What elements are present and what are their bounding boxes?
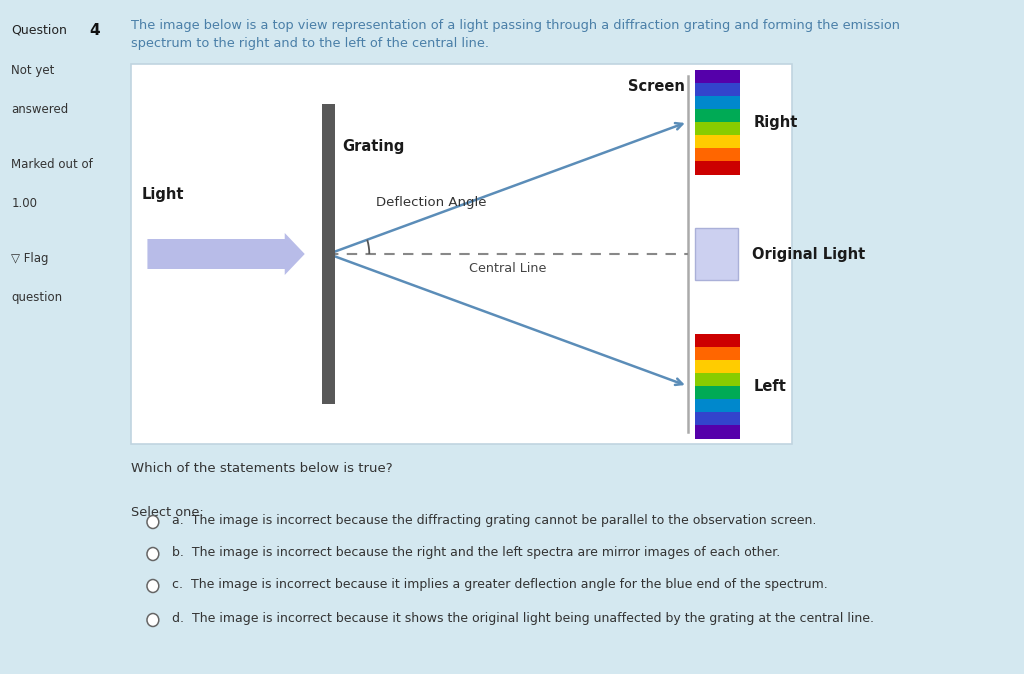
Bar: [695, 122, 740, 135]
Text: Not yet: Not yet: [11, 64, 55, 77]
Bar: [695, 228, 738, 280]
Text: Central Line: Central Line: [469, 262, 547, 275]
Bar: [695, 109, 740, 122]
Text: Question: Question: [11, 24, 68, 36]
Bar: [322, 104, 335, 404]
Text: Left: Left: [754, 379, 786, 394]
Text: c.  The image is incorrect because it implies a greater deflection angle for the: c. The image is incorrect because it imp…: [172, 578, 827, 591]
Bar: [695, 83, 740, 96]
Bar: [695, 96, 740, 109]
Bar: [695, 148, 740, 161]
FancyArrow shape: [147, 233, 305, 275]
Text: Select one:: Select one:: [131, 506, 204, 519]
Bar: [695, 386, 740, 399]
Circle shape: [147, 580, 159, 592]
Bar: [695, 360, 740, 373]
Text: Right: Right: [754, 115, 799, 129]
Bar: [695, 346, 740, 360]
Bar: [695, 334, 740, 346]
Bar: [695, 373, 740, 386]
FancyBboxPatch shape: [131, 64, 793, 444]
Bar: [695, 161, 740, 175]
Text: a.  The image is incorrect because the diffracting grating cannot be parallel to: a. The image is incorrect because the di…: [172, 514, 816, 527]
Bar: [695, 135, 740, 148]
Text: question: question: [11, 290, 62, 304]
Bar: [695, 69, 740, 83]
Text: Original Light: Original Light: [752, 247, 865, 262]
Text: Grating: Grating: [342, 139, 404, 154]
Text: Light: Light: [142, 187, 184, 202]
Text: 1.00: 1.00: [11, 197, 38, 210]
Circle shape: [147, 547, 159, 561]
Text: Screen: Screen: [629, 79, 685, 94]
Bar: [695, 412, 740, 425]
Text: ▽ Flag: ▽ Flag: [11, 251, 49, 265]
Text: Deflection Angle: Deflection Angle: [376, 195, 486, 208]
Text: Which of the statements below is true?: Which of the statements below is true?: [131, 462, 392, 475]
Text: 4: 4: [89, 23, 100, 38]
Text: Marked out of: Marked out of: [11, 158, 93, 171]
Circle shape: [147, 613, 159, 627]
Text: d.  The image is incorrect because it shows the original light being unaffected : d. The image is incorrect because it sho…: [172, 612, 873, 625]
Bar: [695, 425, 740, 439]
Bar: [695, 399, 740, 412]
Text: b.  The image is incorrect because the right and the left spectra are mirror ima: b. The image is incorrect because the ri…: [172, 546, 780, 559]
Text: answered: answered: [11, 103, 69, 116]
Circle shape: [147, 516, 159, 528]
Text: The image below is a top view representation of a light passing through a diffra: The image below is a top view representa…: [131, 19, 900, 50]
